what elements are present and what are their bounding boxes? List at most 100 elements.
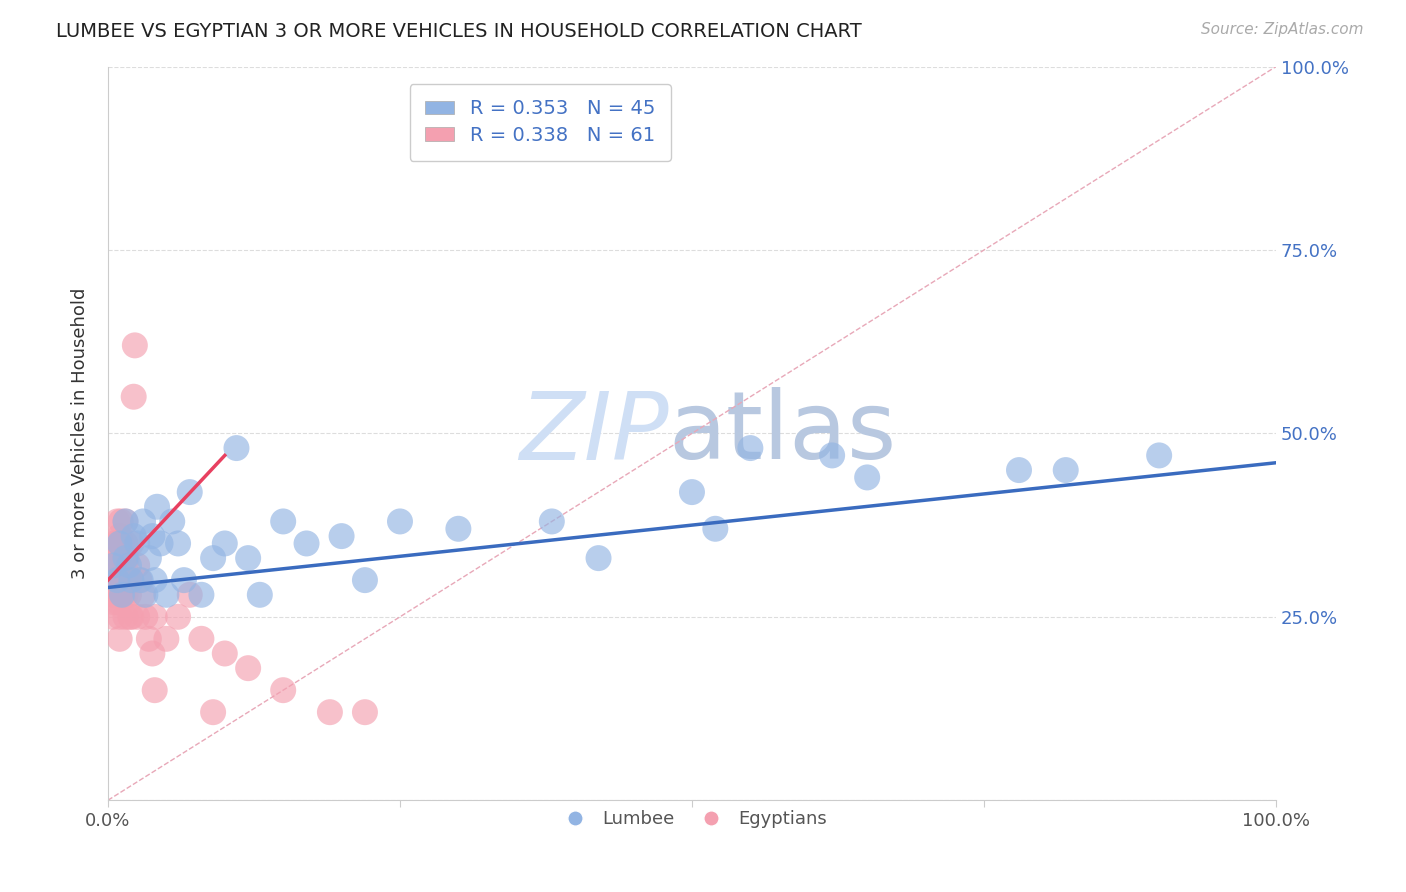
Point: [681, 485, 703, 500]
Point: [107, 536, 129, 550]
Point: [141, 647, 163, 661]
Point: [127, 536, 149, 550]
Point: [354, 705, 377, 719]
Point: [112, 588, 135, 602]
Point: [103, 595, 125, 609]
Point: [1147, 449, 1170, 463]
Y-axis label: 3 or more Vehicles in Household: 3 or more Vehicles in Household: [72, 288, 89, 579]
Point: [249, 588, 271, 602]
Point: [146, 500, 169, 514]
Point: [98, 573, 121, 587]
Point: [134, 588, 156, 602]
Point: [202, 551, 225, 566]
Point: [122, 529, 145, 543]
Point: [1054, 463, 1077, 477]
Point: [167, 536, 190, 550]
Point: [388, 515, 411, 529]
Text: atlas: atlas: [669, 387, 897, 479]
Point: [141, 529, 163, 543]
Point: [108, 536, 131, 550]
Point: [112, 573, 135, 587]
Point: [108, 588, 131, 602]
Point: [120, 573, 142, 587]
Point: [1008, 463, 1031, 477]
Point: [118, 558, 141, 573]
Point: [108, 632, 131, 646]
Point: [107, 595, 129, 609]
Point: [120, 609, 142, 624]
Point: [295, 536, 318, 550]
Point: [271, 515, 294, 529]
Point: [155, 632, 177, 646]
Point: [447, 522, 470, 536]
Point: [143, 609, 166, 624]
Point: [214, 536, 236, 550]
Point: [588, 551, 610, 566]
Text: Source: ZipAtlas.com: Source: ZipAtlas.com: [1201, 22, 1364, 37]
Point: [111, 573, 134, 587]
Point: [740, 441, 762, 455]
Legend: Lumbee, Egyptians: Lumbee, Egyptians: [550, 803, 834, 835]
Point: [114, 515, 136, 529]
Point: [540, 515, 562, 529]
Point: [127, 558, 149, 573]
Point: [202, 705, 225, 719]
Point: [124, 338, 146, 352]
Point: [143, 573, 166, 587]
Point: [143, 683, 166, 698]
Point: [115, 551, 138, 566]
Point: [101, 609, 124, 624]
Point: [100, 588, 122, 602]
Point: [117, 573, 139, 587]
Point: [108, 573, 131, 587]
Point: [120, 536, 142, 550]
Point: [149, 536, 172, 550]
Point: [132, 515, 155, 529]
Point: [856, 470, 879, 484]
Point: [104, 551, 127, 566]
Point: [105, 536, 128, 550]
Point: [114, 551, 136, 566]
Point: [236, 551, 259, 566]
Point: [167, 609, 190, 624]
Point: [179, 588, 201, 602]
Point: [120, 573, 142, 587]
Point: [190, 632, 212, 646]
Point: [160, 515, 183, 529]
Point: [128, 573, 150, 587]
Point: [138, 632, 160, 646]
Point: [101, 558, 124, 573]
Point: [108, 551, 131, 566]
Point: [354, 573, 377, 587]
Point: [104, 588, 127, 602]
Point: [236, 661, 259, 675]
Point: [330, 529, 353, 543]
Text: #cfdff5: #cfdff5: [692, 433, 697, 434]
Point: [114, 515, 136, 529]
Point: [173, 573, 195, 587]
Point: [122, 390, 145, 404]
Point: [120, 609, 142, 624]
Point: [110, 515, 132, 529]
Point: [108, 529, 131, 543]
Point: [103, 536, 125, 550]
Point: [105, 558, 128, 573]
Point: [114, 609, 136, 624]
Point: [105, 588, 128, 602]
Point: [118, 588, 141, 602]
Point: [112, 551, 135, 566]
Text: LUMBEE VS EGYPTIAN 3 OR MORE VEHICLES IN HOUSEHOLD CORRELATION CHART: LUMBEE VS EGYPTIAN 3 OR MORE VEHICLES IN…: [56, 22, 862, 41]
Text: ZIP: ZIP: [519, 388, 669, 479]
Point: [105, 573, 128, 587]
Point: [138, 551, 160, 566]
Point: [105, 573, 128, 587]
Point: [103, 558, 125, 573]
Point: [127, 609, 149, 624]
Point: [704, 522, 727, 536]
Point: [190, 588, 212, 602]
Point: [271, 683, 294, 698]
Point: [103, 573, 125, 587]
Point: [114, 536, 136, 550]
Point: [134, 609, 156, 624]
Point: [179, 485, 201, 500]
